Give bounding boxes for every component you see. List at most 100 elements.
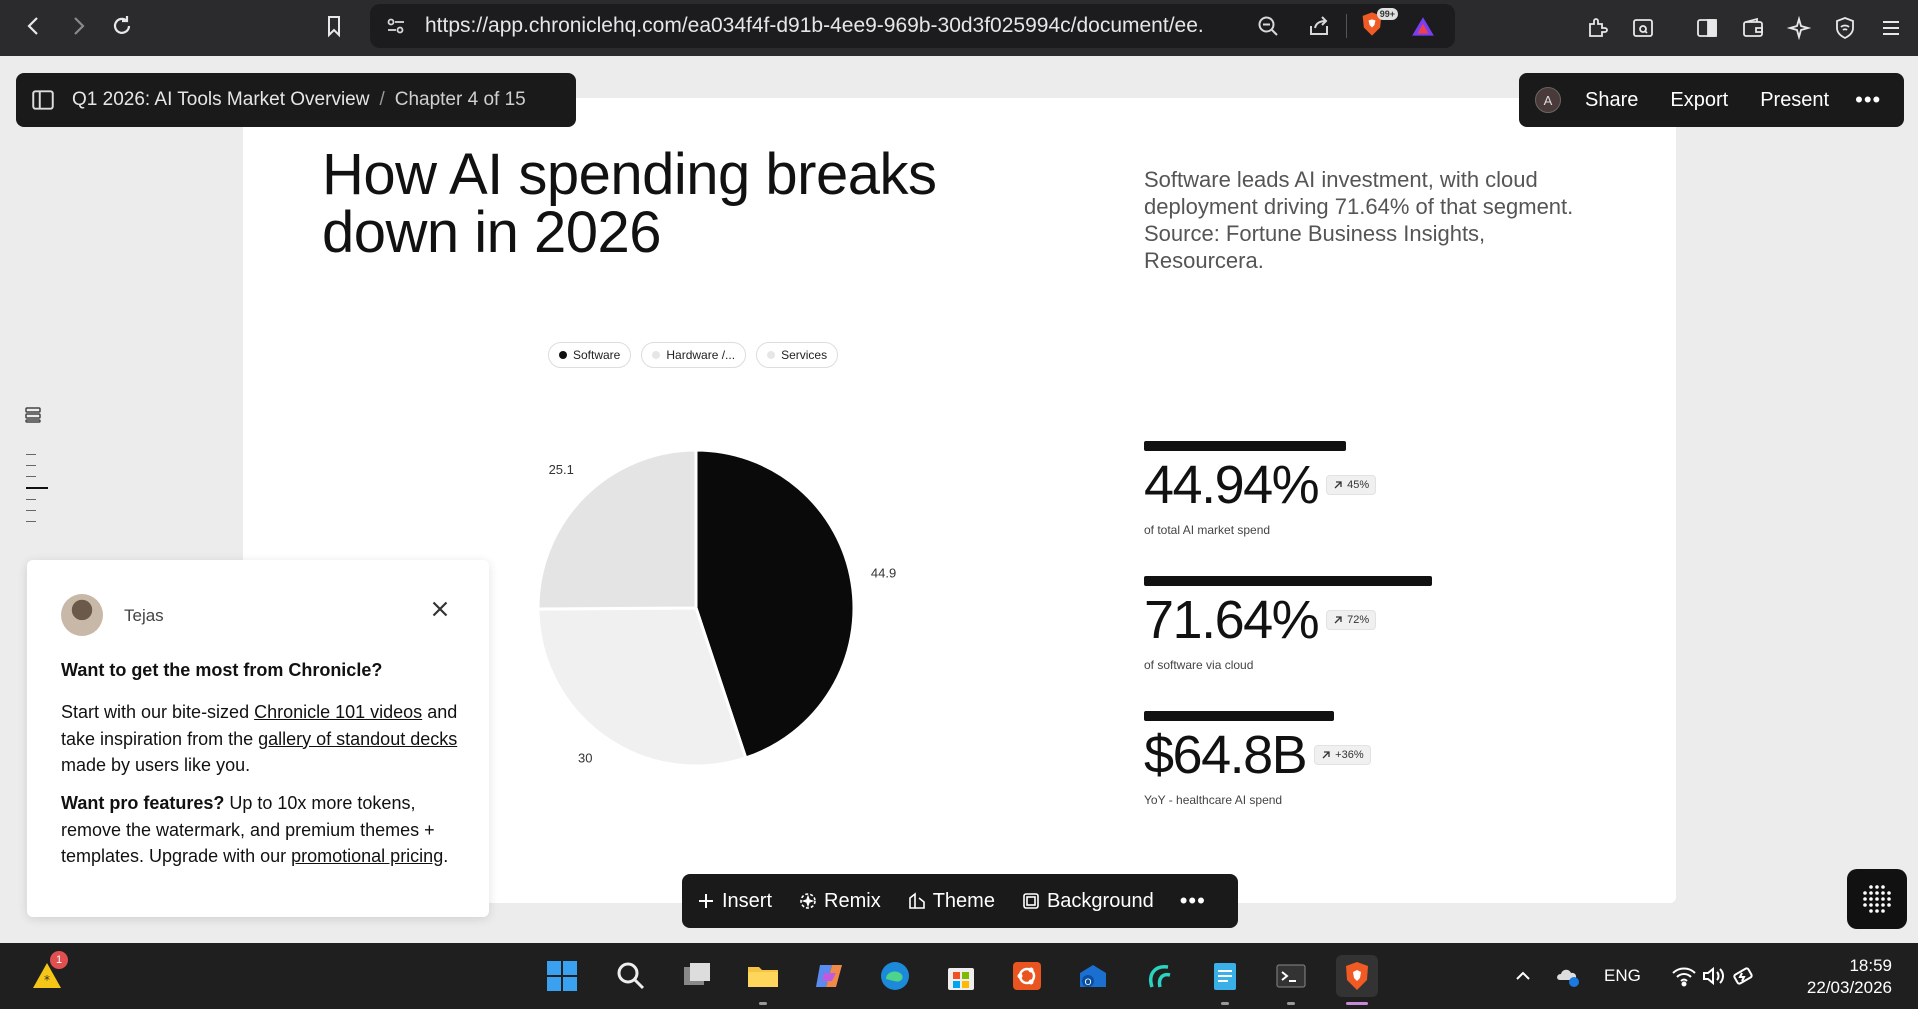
- svg-text:O: O: [1084, 978, 1091, 988]
- forward-icon[interactable]: [58, 6, 98, 46]
- close-icon[interactable]: [427, 596, 453, 622]
- pie-slice-hardware[interactable]: [536, 606, 748, 768]
- vpn-icon[interactable]: [1824, 8, 1866, 48]
- address-bar[interactable]: https://app.chroniclehq.com/ea034f4f-d91…: [370, 4, 1455, 48]
- brave-rewards-icon[interactable]: [1410, 14, 1436, 45]
- share-button[interactable]: Share: [1585, 88, 1639, 111]
- weather-warning-icon[interactable]: * 1: [26, 951, 68, 997]
- ubuntu-icon[interactable]: [1006, 955, 1048, 997]
- slide-tick[interactable]: [26, 510, 36, 511]
- stat-value-text: 71.64%: [1144, 590, 1320, 650]
- file-explorer-icon[interactable]: [742, 955, 784, 1005]
- chevron-up-icon[interactable]: [1512, 965, 1534, 987]
- document-title[interactable]: Q1 2026: AI Tools Market Overview: [72, 89, 370, 110]
- running-indicator: [1221, 1002, 1229, 1005]
- share-page-icon[interactable]: [1305, 12, 1333, 40]
- menu-icon[interactable]: [1870, 8, 1912, 48]
- divider: [1346, 14, 1347, 38]
- edge-icon[interactable]: [874, 955, 916, 997]
- present-button[interactable]: Present: [1760, 88, 1830, 111]
- task-view-icon[interactable]: [676, 955, 718, 997]
- slide-subtitle[interactable]: Software leads AI investment, with cloud…: [1144, 167, 1574, 273]
- extensions-icon[interactable]: [1576, 8, 1618, 48]
- stat-trend-badge: 45%: [1326, 475, 1377, 495]
- outline-icon[interactable]: [24, 406, 44, 424]
- notepad-icon[interactable]: [1204, 955, 1246, 1005]
- stat-block[interactable]: 71.64% 72% of software via cloud: [1144, 576, 1433, 672]
- slide-tick[interactable]: [26, 454, 36, 455]
- dot-grid-icon: [1863, 885, 1891, 913]
- insert-button[interactable]: Insert: [696, 890, 772, 913]
- legend-item[interactable]: Services: [756, 342, 839, 368]
- url-text[interactable]: https://app.chroniclehq.com/ea034f4f-d91…: [425, 14, 1205, 37]
- app-icon-wave[interactable]: [1138, 955, 1180, 997]
- clock[interactable]: 18:59 22/03/2026: [1807, 955, 1892, 999]
- arrow-up-right-icon: [1334, 616, 1342, 624]
- volume-icon[interactable]: [1701, 965, 1727, 987]
- pie-slice-services[interactable]: [536, 448, 698, 611]
- remix-button[interactable]: Remix: [798, 890, 881, 913]
- reload-icon[interactable]: [102, 6, 142, 46]
- copilot-icon[interactable]: [808, 955, 850, 997]
- stat-trend-badge: +36%: [1314, 745, 1371, 765]
- plus-icon: [699, 894, 713, 908]
- wallet-icon[interactable]: [1732, 8, 1774, 48]
- onedrive-icon[interactable]: [1554, 962, 1582, 990]
- slide-navigator[interactable]: [26, 454, 50, 532]
- stat-badge-text: +36%: [1335, 749, 1364, 761]
- microsoft-store-icon[interactable]: [940, 955, 982, 997]
- slide-tick[interactable]: [26, 465, 36, 466]
- pie-data-label: 44.9: [871, 566, 896, 581]
- battery-charging-icon[interactable]: [1731, 965, 1757, 987]
- language-indicator[interactable]: ENG: [1604, 966, 1641, 985]
- legend-label: Software: [573, 348, 621, 362]
- brave-taskbar-icon[interactable]: [1336, 955, 1378, 1005]
- back-icon[interactable]: [14, 6, 54, 46]
- stat-block[interactable]: $64.8B +36% YoY - healthcare AI spend: [1144, 711, 1371, 807]
- slide-tick[interactable]: [26, 499, 36, 500]
- toolbar-more-button[interactable]: •••: [1179, 888, 1206, 913]
- sidebar-toggle-icon[interactable]: [1686, 8, 1728, 48]
- theme-button[interactable]: Theme: [907, 890, 995, 913]
- search-icon[interactable]: [610, 955, 652, 997]
- wifi-icon[interactable]: [1671, 965, 1697, 987]
- arrow-up-right-icon: [1322, 751, 1330, 759]
- sidebar-panel-icon[interactable]: [30, 87, 56, 113]
- bookmark-icon[interactable]: [314, 6, 354, 46]
- legend-item[interactable]: Software: [548, 342, 632, 368]
- legend-item[interactable]: Hardware /...: [641, 342, 747, 368]
- app-grid-button[interactable]: [1847, 869, 1907, 929]
- export-button[interactable]: Export: [1670, 88, 1729, 111]
- stat-badge-text: 45%: [1347, 479, 1370, 491]
- promotional-pricing-link[interactable]: promotional pricing: [291, 846, 444, 866]
- background-button[interactable]: Background: [1021, 890, 1154, 913]
- brave-shields-icon[interactable]: 99+: [1358, 8, 1398, 42]
- pie-data-label: 30: [578, 750, 592, 765]
- tip-author-avatar: [61, 594, 103, 636]
- zoom-icon[interactable]: [1254, 12, 1282, 40]
- stat-caption: of total AI market spend: [1144, 523, 1271, 537]
- terminal-icon[interactable]: [1270, 955, 1312, 1005]
- running-indicator-active: [1346, 1002, 1368, 1005]
- shields-count-badge: 99+: [1376, 8, 1398, 20]
- stat-block[interactable]: 44.94% 45% of total AI market spend: [1144, 441, 1377, 537]
- outlook-icon[interactable]: O: [1072, 955, 1114, 997]
- tip-text: .: [443, 846, 449, 866]
- slide-title[interactable]: How AI spending breaks down in 2026: [322, 142, 937, 265]
- pie-slice-software[interactable]: [694, 448, 856, 760]
- theme-icon: [908, 892, 925, 909]
- user-avatar[interactable]: A: [1535, 87, 1561, 113]
- chronicle-101-link[interactable]: Chronicle 101 videos: [254, 702, 423, 722]
- slide-tick-current[interactable]: [26, 487, 48, 489]
- chapter-indicator[interactable]: Chapter 4 of 15: [394, 89, 526, 110]
- remix-icon: [800, 893, 816, 909]
- windows-start-icon[interactable]: [541, 955, 583, 997]
- gallery-link[interactable]: gallery of standout decks: [258, 728, 458, 749]
- pie-chart[interactable]: 44.9 30 25.1: [470, 390, 950, 830]
- slide-tick[interactable]: [26, 476, 36, 477]
- site-settings-icon[interactable]: [382, 12, 410, 40]
- reader-mode-icon[interactable]: [1622, 8, 1664, 48]
- leo-ai-icon[interactable]: [1778, 8, 1820, 48]
- more-options-button[interactable]: •••: [1855, 87, 1882, 112]
- slide-tick[interactable]: [26, 521, 36, 522]
